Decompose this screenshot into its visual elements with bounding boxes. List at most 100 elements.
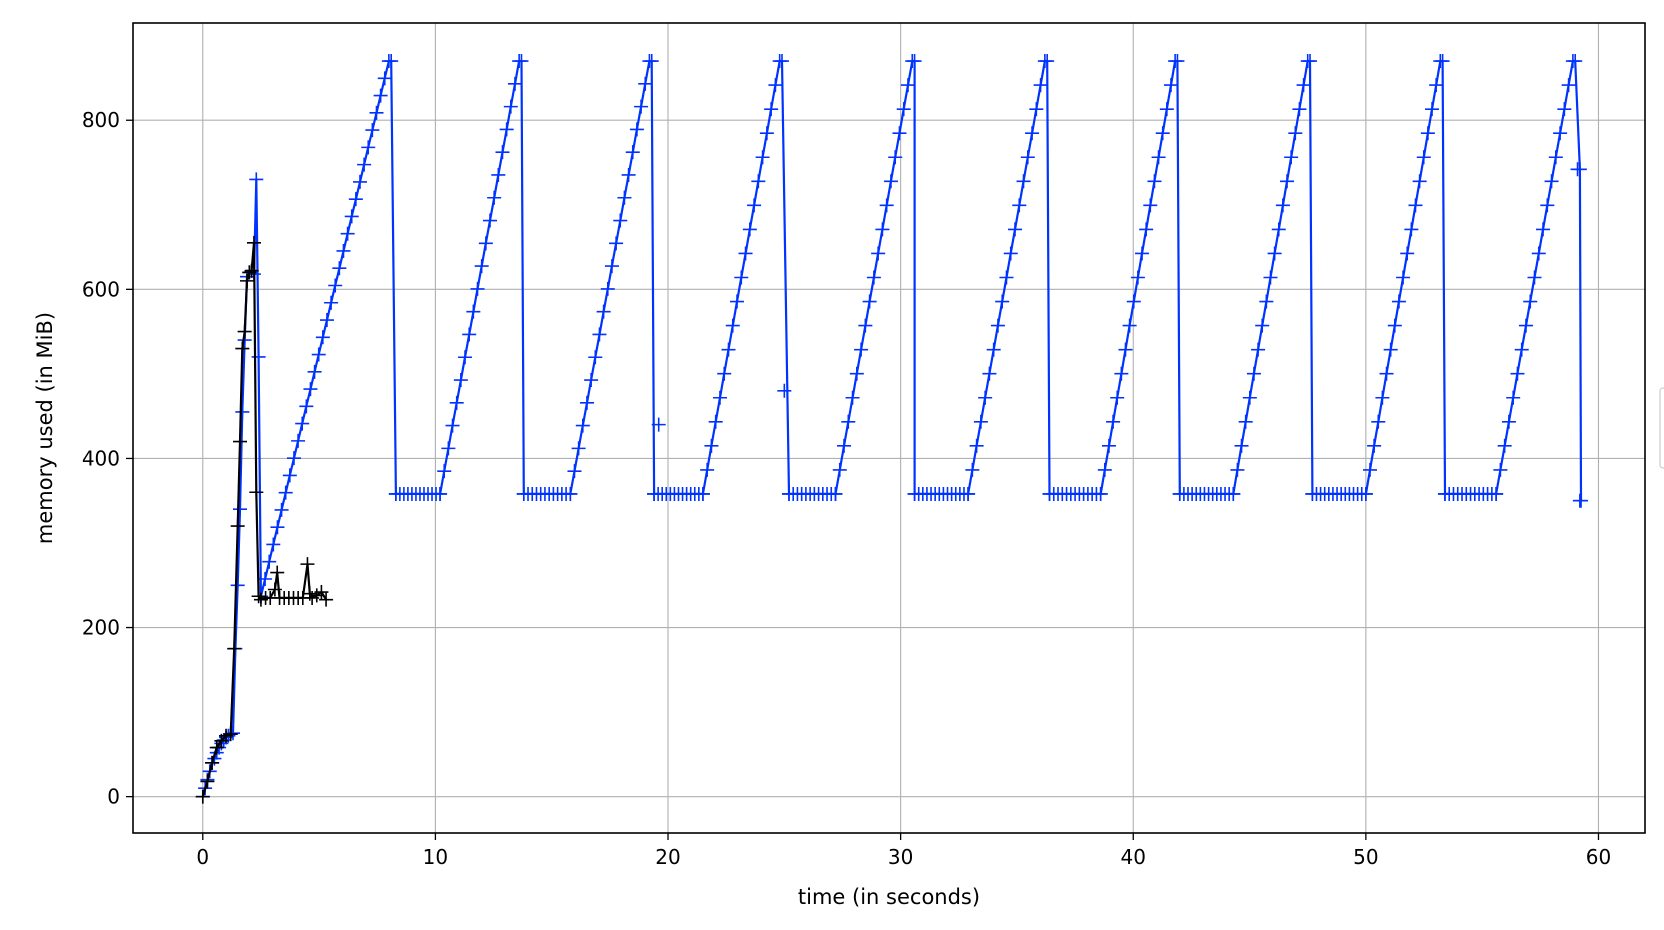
data-point-marker — [357, 157, 372, 172]
data-point-marker — [990, 318, 1005, 333]
data-point-marker — [1159, 102, 1174, 117]
data-point-marker — [1561, 78, 1576, 93]
data-point-marker — [258, 571, 273, 586]
data-point-marker — [888, 150, 903, 165]
data-point-marker — [470, 281, 485, 296]
series-line — [201, 59, 1583, 797]
data-point-marker — [700, 462, 715, 477]
data-point-marker — [742, 222, 757, 237]
data-point-marker — [1226, 486, 1241, 501]
data-point-marker — [1412, 174, 1427, 189]
data-point-marker — [303, 382, 318, 397]
data-point-marker — [1242, 390, 1257, 405]
data-point-marker — [1391, 294, 1406, 309]
data-point-marker — [609, 236, 624, 251]
data-point-marker — [270, 520, 285, 535]
data-point-marker — [478, 236, 493, 251]
data-point-marker — [487, 190, 502, 205]
data-point-marker — [348, 192, 363, 207]
data-point-marker — [1536, 222, 1551, 237]
data-point-marker — [1371, 414, 1386, 429]
data-point-marker — [644, 54, 659, 69]
data-point-marker — [314, 585, 329, 600]
data-point-marker — [227, 641, 242, 656]
data-point-marker — [1416, 150, 1431, 165]
data-point-marker — [1493, 462, 1508, 477]
data-point-marker — [1029, 102, 1044, 117]
x-tick-label: 30 — [888, 845, 913, 869]
data-point-marker — [1114, 366, 1129, 381]
data-point-marker — [365, 123, 380, 138]
data-point-marker — [503, 99, 518, 114]
legend-box-edge — [1659, 387, 1664, 469]
data-point-marker — [1527, 270, 1542, 285]
data-point-marker — [592, 327, 607, 342]
x-tick-label: 40 — [1121, 845, 1146, 869]
data-point-marker — [1118, 342, 1133, 357]
x-tick-label: 0 — [196, 845, 209, 869]
data-point-marker — [205, 755, 220, 770]
x-tick-label: 60 — [1586, 845, 1611, 869]
data-point-marker — [1012, 198, 1027, 213]
data-point-marker — [1126, 294, 1141, 309]
data-point-marker — [282, 468, 297, 483]
data-point-marker — [246, 235, 261, 250]
data-point-marker — [1425, 102, 1440, 117]
data-point-marker — [695, 486, 710, 501]
data-point-marker — [730, 294, 745, 309]
data-point-marker — [1275, 198, 1290, 213]
plot-frame — [132, 22, 1646, 834]
data-point-marker — [1358, 486, 1373, 501]
data-point-marker — [340, 226, 355, 241]
series-0 — [195, 54, 1589, 804]
data-point-marker — [230, 519, 245, 534]
data-point-marker — [1147, 174, 1162, 189]
x-axis-label: time (in seconds) — [798, 885, 980, 909]
data-point-marker — [567, 464, 582, 479]
data-point-marker — [1404, 222, 1419, 237]
data-point-marker — [600, 281, 615, 296]
data-point-marker — [466, 304, 481, 319]
data-point-marker — [755, 150, 770, 165]
data-point-marker — [1570, 162, 1585, 177]
data-point-marker — [625, 145, 640, 160]
data-point-marker — [437, 464, 452, 479]
data-point-marker — [832, 462, 847, 477]
data-point-marker — [266, 537, 281, 552]
data-point-marker — [270, 565, 285, 580]
data-point-marker — [1510, 366, 1525, 381]
data-point-marker — [896, 102, 911, 117]
data-point-marker — [262, 554, 277, 569]
data-point-marker — [1135, 246, 1150, 261]
data-point-marker — [315, 330, 330, 345]
data-point-marker — [883, 174, 898, 189]
data-point-marker — [1097, 462, 1112, 477]
x-tick-label: 10 — [423, 845, 448, 869]
data-point-marker — [1544, 174, 1559, 189]
data-point-marker — [1259, 294, 1274, 309]
data-point-marker — [235, 404, 250, 419]
grid — [133, 23, 1645, 833]
data-point-marker — [352, 174, 367, 189]
data-point-marker — [651, 417, 666, 432]
series-1 — [195, 235, 334, 804]
data-point-marker — [491, 167, 506, 182]
data-point-marker — [1106, 414, 1121, 429]
data-point-marker — [1238, 414, 1253, 429]
data-point-marker — [764, 102, 779, 117]
data-point-marker — [584, 373, 599, 388]
data-point-marker — [1271, 222, 1286, 237]
data-point-marker — [717, 366, 732, 381]
data-point-marker — [1540, 198, 1555, 213]
data-point-marker — [969, 438, 984, 453]
data-point-marker — [361, 140, 376, 155]
data-point-marker — [629, 122, 644, 137]
data-point-marker — [1523, 294, 1538, 309]
x-tick-label: 50 — [1353, 845, 1378, 869]
data-point-marker — [774, 54, 789, 69]
x-tick-label: 20 — [655, 845, 680, 869]
data-point-marker — [332, 261, 347, 276]
data-point-marker — [638, 76, 653, 91]
data-point-marker — [1553, 126, 1568, 141]
data-point-marker — [1093, 486, 1108, 501]
